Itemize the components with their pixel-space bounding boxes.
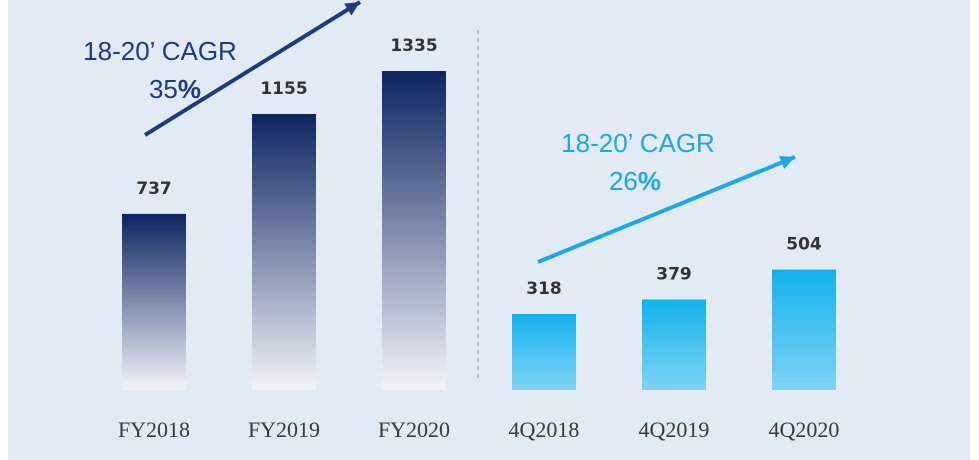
value-label: 1335: [390, 36, 437, 56]
bar: [252, 114, 316, 391]
bar: [122, 213, 186, 390]
annotation-value: 26%: [609, 166, 661, 196]
annotation-label: 18-20’ CAGR: [561, 128, 715, 158]
x-tick-label: 4Q2019: [639, 417, 710, 442]
annotation-label: 18-20’ CAGR: [83, 36, 237, 66]
annotation-number: 35: [149, 74, 178, 104]
bar: [512, 314, 576, 390]
value-label: 737: [136, 179, 172, 199]
value-label: 318: [526, 279, 562, 299]
bar: [642, 299, 706, 390]
x-tick-label: 4Q2020: [769, 417, 840, 442]
arrow-shaft: [143, 0, 362, 137]
annotation-unit: %: [638, 166, 661, 196]
annotation-number: 26: [609, 166, 638, 196]
annotation-value: 35%: [149, 74, 201, 104]
x-tick-label: 4Q2018: [509, 417, 580, 442]
annotation-unit: %: [178, 74, 201, 104]
x-tick-label: FY2019: [248, 417, 320, 442]
value-label: 504: [786, 235, 822, 255]
x-tick-label: FY2018: [118, 417, 190, 442]
value-label: 379: [656, 264, 692, 284]
x-tick-label: FY2020: [378, 417, 450, 442]
bar: [772, 269, 836, 390]
arrow-head: [344, 2, 360, 16]
arrow-shaft: [537, 155, 796, 264]
bar: [382, 71, 446, 390]
value-label: 1155: [260, 79, 307, 99]
arrow-head: [779, 156, 795, 169]
